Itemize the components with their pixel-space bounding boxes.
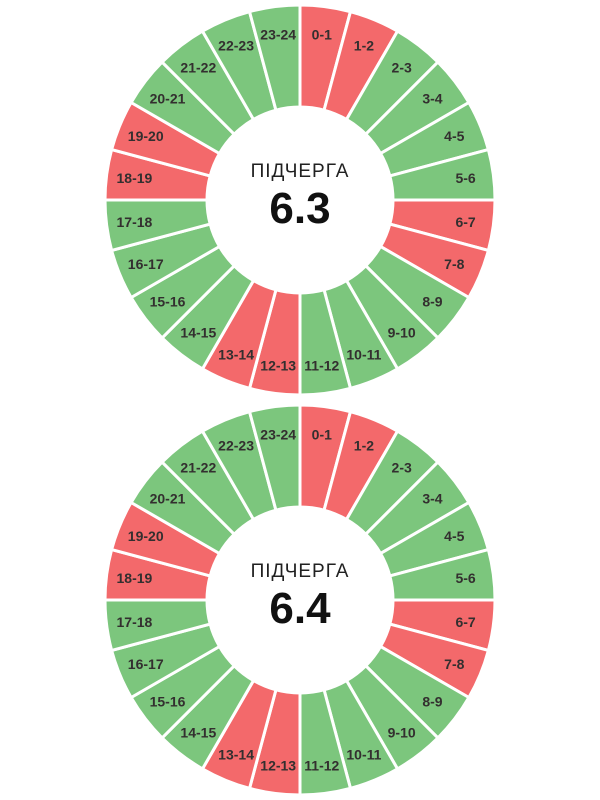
segment-label-2-3: 2-3	[392, 60, 412, 76]
donut-chart-6-4: 0-1 1-2 2-3 3-4 4-5 5-6 6-7 7-8 8-9 9-10 10-11 11-1…	[0, 400, 600, 800]
segment-label-15-16: 15-16	[150, 694, 186, 710]
segment-label-22-23: 22-23	[218, 438, 254, 454]
segment-label-6-7: 6-7	[455, 214, 475, 230]
segment-label-22-23: 22-23	[218, 38, 254, 54]
donut-ring-6-3: 0-1 1-2 2-3 3-4 4-5 5-6 6-7 7-8 8-9 9-10 10-11 11-1…	[103, 3, 497, 397]
segment-label-20-21: 20-21	[150, 90, 186, 106]
segment-label-17-18: 17-18	[117, 614, 153, 630]
segment-label-16-17: 16-17	[128, 256, 164, 272]
segment-label-23-24: 23-24	[260, 426, 296, 442]
segment-label-1-2: 1-2	[354, 38, 374, 54]
segment-label-8-9: 8-9	[422, 294, 442, 310]
segment-label-21-22: 21-22	[180, 60, 216, 76]
segment-label-20-21: 20-21	[150, 490, 186, 506]
segment-label-21-22: 21-22	[180, 460, 216, 476]
segment-label-3-4: 3-4	[422, 90, 442, 106]
segment-label-9-10: 9-10	[388, 324, 416, 340]
segment-label-1-2: 1-2	[354, 438, 374, 454]
segment-label-7-8: 7-8	[444, 656, 464, 672]
segment-label-3-4: 3-4	[422, 490, 442, 506]
segment-label-10-11: 10-11	[346, 746, 381, 762]
segment-label-14-15: 14-15	[180, 324, 216, 340]
donut-chart-6-3: 0-1 1-2 2-3 3-4 4-5 5-6 6-7 7-8 8-9 9-10 10-11 11-1…	[103, 3, 497, 397]
segment-label-7-8: 7-8	[444, 256, 464, 272]
segment-label-0-1: 0-1	[312, 426, 332, 442]
segment-label-4-5: 4-5	[444, 528, 464, 544]
segment-label-17-18: 17-18	[117, 214, 153, 230]
segment-label-23-24: 23-24	[260, 26, 296, 42]
segment-label-18-19: 18-19	[117, 170, 153, 186]
segment-label-14-15: 14-15	[180, 724, 216, 740]
segment-label-10-11: 10-11	[346, 346, 381, 362]
segment-label-13-14: 13-14	[218, 346, 254, 362]
segment-label-11-12: 11-12	[304, 358, 339, 374]
segment-label-15-16: 15-16	[150, 294, 186, 310]
segment-label-4-5: 4-5	[444, 128, 464, 144]
segment-label-12-13: 12-13	[260, 758, 296, 774]
segment-label-9-10: 9-10	[388, 724, 416, 740]
segment-label-12-13: 12-13	[260, 358, 296, 374]
segment-label-6-7: 6-7	[455, 614, 475, 630]
segment-label-8-9: 8-9	[422, 694, 442, 710]
segment-label-5-6: 5-6	[455, 170, 475, 186]
segment-label-13-14: 13-14	[218, 746, 254, 762]
donut-ring-6-4: 0-1 1-2 2-3 3-4 4-5 5-6 6-7 7-8 8-9 9-10 10-11 11-1…	[103, 403, 497, 797]
segment-label-11-12: 11-12	[304, 758, 339, 774]
segment-23-24	[247, 403, 302, 513]
segment-23-24	[247, 3, 302, 113]
segment-label-19-20: 19-20	[128, 128, 164, 144]
segment-label-5-6: 5-6	[455, 570, 475, 586]
segment-label-18-19: 18-19	[117, 570, 153, 586]
segment-label-0-1: 0-1	[312, 26, 332, 42]
segment-label-19-20: 19-20	[128, 528, 164, 544]
segment-label-16-17: 16-17	[128, 656, 164, 672]
segment-label-2-3: 2-3	[392, 460, 412, 476]
